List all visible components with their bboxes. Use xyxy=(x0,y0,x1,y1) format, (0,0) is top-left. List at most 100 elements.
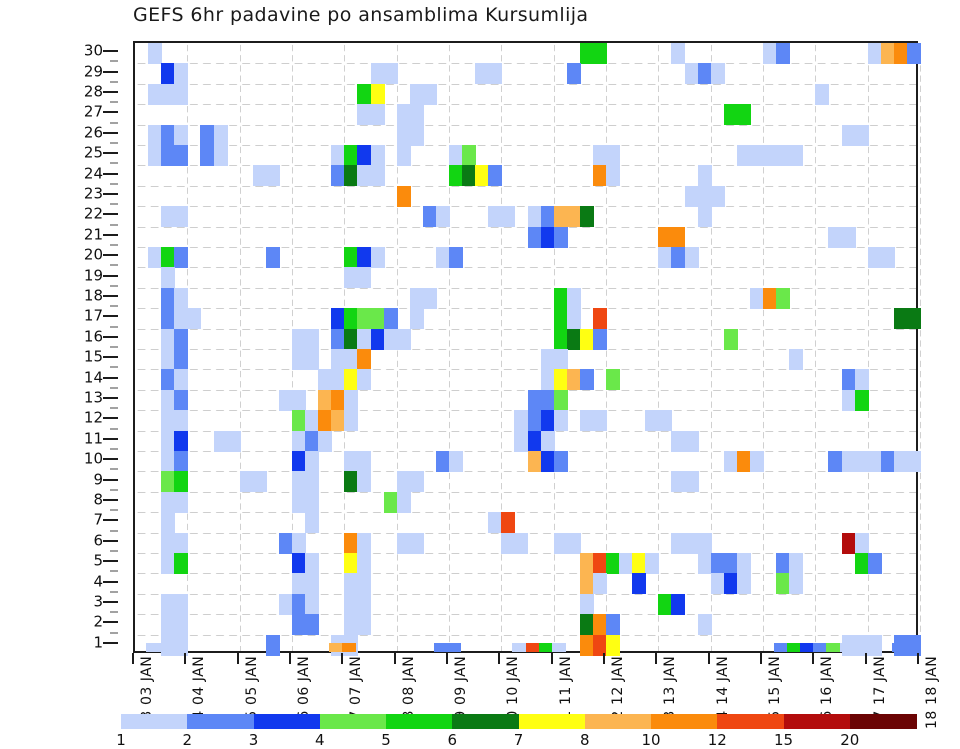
heatmap-cell xyxy=(723,573,738,595)
x-axis-tick-label: 03 JAN xyxy=(139,655,155,705)
heatmap-cell xyxy=(331,349,346,370)
y-axis-tick-mark xyxy=(103,315,118,318)
y-axis-tick-mark xyxy=(103,478,118,481)
heatmap-cell xyxy=(357,104,372,126)
heatmap-cell xyxy=(174,410,189,432)
y-axis-minor-tick xyxy=(110,530,118,532)
y-axis-tick-mark xyxy=(103,437,118,440)
axis-overlap-strip xyxy=(133,643,919,652)
heatmap-cell xyxy=(292,389,306,411)
heatmap-cell xyxy=(697,206,712,228)
y-axis-tick-mark xyxy=(103,295,118,297)
x-axis-tick-label: 12 JAN xyxy=(610,655,626,705)
heatmap-cell xyxy=(606,553,620,574)
colorbar-segment xyxy=(253,714,321,729)
heatmap-cell xyxy=(213,430,228,452)
y-axis-tick-label: 1 xyxy=(93,633,103,652)
heatmap-cell xyxy=(305,328,320,350)
heatmap-cell xyxy=(161,593,176,615)
heatmap-cell xyxy=(645,553,660,574)
heatmap-cell xyxy=(344,328,359,350)
heatmap-cell xyxy=(370,165,385,187)
heatmap-cell xyxy=(501,206,516,228)
heatmap-cell xyxy=(815,83,830,105)
heatmap-cell xyxy=(252,165,267,187)
heatmap-cell xyxy=(370,328,385,350)
x-axis-tick-mark xyxy=(236,653,239,664)
heatmap-cell xyxy=(331,410,346,432)
heatmap-cell xyxy=(305,430,320,452)
heatmap-cell xyxy=(854,553,869,574)
heatmap-cell xyxy=(841,226,856,248)
x-axis-tick-mark xyxy=(707,653,710,664)
y-axis-tick-mark xyxy=(103,274,118,277)
heatmap-cell xyxy=(632,553,647,574)
heatmap-cell xyxy=(854,369,869,391)
heatmap-cell xyxy=(684,430,699,452)
heatmap-cell xyxy=(161,553,176,574)
axis-strip-cell xyxy=(891,643,906,652)
heatmap-cell xyxy=(723,328,738,350)
heatmap-cell xyxy=(357,145,372,166)
heatmap-cell xyxy=(357,471,372,493)
axis-strip-cell xyxy=(447,643,461,652)
colorbar-tick-label: 5 xyxy=(381,731,391,749)
heatmap-cell xyxy=(527,451,542,472)
heatmap-cell xyxy=(579,410,594,432)
heatmap-cell xyxy=(174,634,189,656)
heatmap-cell xyxy=(292,553,306,574)
y-axis-tick-label: 12 xyxy=(83,408,103,427)
colorbar-tick-label: 12 xyxy=(707,731,727,749)
y-axis-tick-mark xyxy=(103,641,118,644)
heatmap-cell xyxy=(763,145,777,166)
heatmap-cell xyxy=(357,328,372,350)
heatmap-cell xyxy=(292,614,306,636)
y-axis-tick-label: 24 xyxy=(83,164,103,183)
y-axis-tick-mark xyxy=(103,233,118,236)
colorbar-tick-label: 8 xyxy=(579,731,590,749)
heatmap-cell xyxy=(828,226,843,248)
colorbar-tick-label: 2 xyxy=(182,731,193,749)
heatmap-cell xyxy=(697,185,712,207)
heatmap-cell xyxy=(305,349,320,370)
heatmap-cell xyxy=(344,471,359,493)
heatmap-cell xyxy=(854,634,869,656)
axis-strip-cell xyxy=(433,643,448,652)
y-axis-minor-tick xyxy=(110,448,118,450)
colorbar-segment xyxy=(717,714,784,729)
heatmap-cell xyxy=(776,553,791,574)
heatmap-cell xyxy=(723,104,738,126)
heatmap-cell xyxy=(344,614,359,636)
y-axis-minor-tick xyxy=(110,550,118,552)
y-axis-tick-mark xyxy=(103,580,118,583)
grid-dot-col xyxy=(920,43,921,651)
heatmap-cell xyxy=(305,593,320,615)
heatmap-cell xyxy=(370,308,385,330)
heatmap-cell xyxy=(736,145,751,166)
heatmap-cell xyxy=(383,63,398,85)
y-axis-minor-tick xyxy=(110,428,118,430)
colorbar-tick-label: 20 xyxy=(840,731,860,749)
y-axis-minor-tick xyxy=(110,122,118,124)
heatmap-cell xyxy=(174,308,189,330)
colorbar-tick-label: 7 xyxy=(513,731,524,749)
heatmap-cell xyxy=(776,145,791,166)
heatmap-cell xyxy=(161,83,176,105)
colorbar-tick-label: 10 xyxy=(641,731,661,749)
heatmap-cell xyxy=(265,634,280,656)
x-axis-tick-label: 04 JAN xyxy=(191,655,208,705)
y-axis-tick-label: 7 xyxy=(93,510,103,529)
axis-strip-cell xyxy=(839,643,854,652)
heatmap-cell xyxy=(357,573,372,595)
y-axis-tick-label: 30 xyxy=(83,41,103,60)
heatmap-cell xyxy=(449,165,463,187)
heatmap-cell xyxy=(671,226,686,248)
heatmap-cell xyxy=(161,430,176,452)
heatmap-cell xyxy=(174,614,189,636)
heatmap-cell xyxy=(409,83,424,105)
heatmap-cell xyxy=(357,83,372,105)
x-axis-tick-mark xyxy=(498,653,501,664)
x-axis-tick-label: 16 JAN xyxy=(819,655,836,705)
heatmap-cell xyxy=(893,43,908,64)
heatmap-cell xyxy=(396,185,411,207)
